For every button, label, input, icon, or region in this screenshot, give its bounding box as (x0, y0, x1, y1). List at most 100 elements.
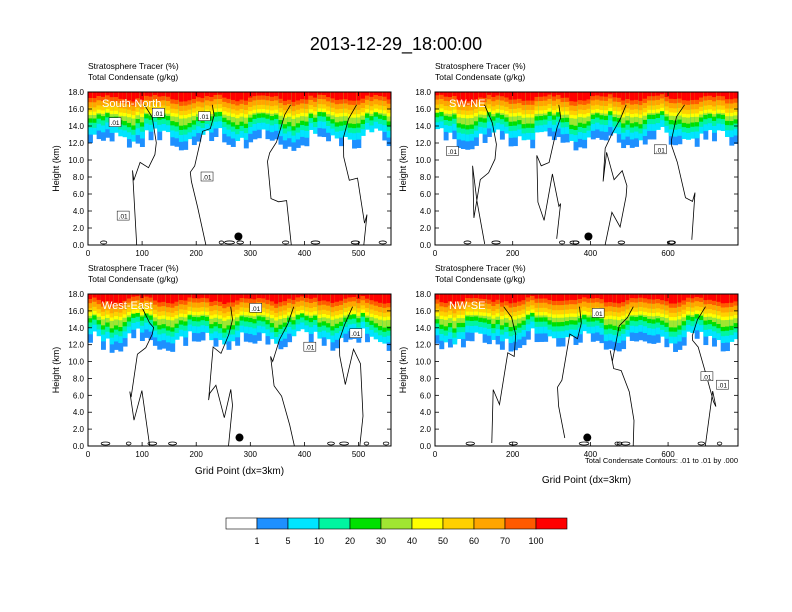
tracer-cell (252, 92, 258, 97)
plot-frame (87, 91, 392, 246)
tracer-cell (491, 294, 497, 302)
tracer-cell (439, 92, 445, 100)
tracer-cell (269, 294, 275, 302)
tracer-cell (131, 92, 137, 102)
tracer-cell (686, 92, 691, 101)
colorbar-label: 50 (438, 536, 448, 546)
tracer-cell (499, 92, 505, 97)
y-tick-label: 4.0 (420, 207, 432, 216)
condensate-contour (339, 441, 349, 446)
x-tick-label: 400 (584, 450, 598, 459)
tracer-cell (126, 294, 132, 299)
plot-frame (434, 91, 739, 246)
y-axis-label: Height (km) (51, 145, 61, 192)
tracer-cell (634, 92, 640, 100)
tracer-cell (517, 92, 523, 99)
tracer-cell (261, 294, 267, 299)
tracer-cell (100, 92, 106, 97)
tracer-cell (504, 92, 510, 98)
tracer-cell (92, 294, 98, 298)
tracer-cell (716, 92, 722, 101)
tracer-cell (256, 92, 262, 100)
tracer-cell (469, 294, 475, 303)
y-tick-label: 2.0 (73, 224, 85, 233)
tracer-cell (616, 92, 622, 98)
y-tick-label: 4.0 (73, 408, 85, 417)
tracer-cell (217, 294, 223, 302)
tracer-cell (187, 294, 193, 298)
condensate-contour (327, 441, 335, 446)
tracer-cell (373, 92, 379, 95)
x-tick-label: 300 (244, 249, 258, 258)
tracer-cell (183, 294, 189, 301)
tracer-cell (647, 92, 653, 97)
contour-label-box (152, 108, 165, 118)
tracer-cell (621, 92, 627, 101)
colorbar-swatch (225, 517, 258, 530)
tracer-cell (560, 294, 566, 301)
tracer-cell (538, 294, 544, 299)
tracer-cell (339, 294, 344, 301)
x-tick-label: 600 (661, 249, 675, 258)
y-tick-label: 0.0 (420, 241, 432, 250)
contour-label-text: .01 (305, 345, 314, 352)
condensate-contour (270, 306, 295, 446)
y-tick-label: 6.0 (73, 391, 85, 400)
condensate-contour (342, 104, 368, 245)
tracer-cell (435, 294, 440, 300)
tracer-cell (200, 294, 206, 298)
condensate-contour (602, 104, 628, 245)
tracer-cell (469, 92, 475, 102)
tracer-cell (187, 92, 193, 101)
tracer-cell (378, 92, 383, 101)
tracer-cell (699, 294, 704, 302)
tracer-cell (118, 294, 124, 304)
tracer-cell (222, 294, 228, 305)
tracer-cell (530, 92, 536, 101)
contour-label-text: .01 (119, 214, 128, 221)
contour-label: .01 (700, 371, 714, 381)
y-tick-label: 14.0 (415, 324, 431, 333)
tracer-cell (135, 294, 141, 297)
contour-label: .01 (108, 117, 122, 127)
contour-label-text: .01 (448, 149, 457, 156)
tracer-cell (486, 92, 492, 100)
tracer-cell (300, 294, 306, 301)
tracer-cell (304, 294, 310, 298)
contour-label-text: .01 (656, 147, 665, 154)
tracer-cell (694, 294, 700, 302)
y-tick-label: 12.0 (415, 139, 431, 148)
colorbar-swatch (442, 517, 475, 530)
tracer-cell (226, 294, 232, 303)
condensate-contour (609, 306, 635, 446)
tracer-cell (300, 92, 306, 100)
colorbar-swatch (473, 517, 506, 530)
y-axis-label: Height (km) (398, 145, 408, 192)
tracer-cell (456, 92, 462, 101)
condensate-contour (716, 441, 723, 446)
tracer-cell (313, 294, 319, 298)
tracer-cell (686, 294, 691, 302)
panels: .01.01.01.01.01South-North0.02.04.06.08.… (51, 61, 739, 486)
tracer-cell (252, 92, 258, 101)
y-tick-label: 18.0 (415, 88, 431, 97)
tracer-cell (118, 92, 124, 99)
tracer-cell (369, 92, 375, 97)
y-tick-label: 16.0 (68, 105, 84, 114)
tracer-cell (712, 294, 717, 301)
tracer-cell (486, 92, 492, 95)
tracer-cell (330, 92, 336, 99)
tracer-cell (655, 92, 661, 96)
y-tick-label: 0.0 (420, 442, 432, 451)
contour-label-box (200, 171, 214, 182)
subtitle-condensate: Total Condensate (g/kg) (88, 274, 178, 284)
tracer-cell (222, 92, 228, 98)
y-tick-label: 2.0 (73, 425, 85, 434)
tracer-cell (109, 294, 115, 304)
condensate-contour (147, 441, 158, 446)
condensate-contour (472, 104, 497, 245)
condensate-contour (282, 240, 290, 245)
tracer-cell (369, 294, 375, 301)
tracer-cell (595, 294, 601, 303)
